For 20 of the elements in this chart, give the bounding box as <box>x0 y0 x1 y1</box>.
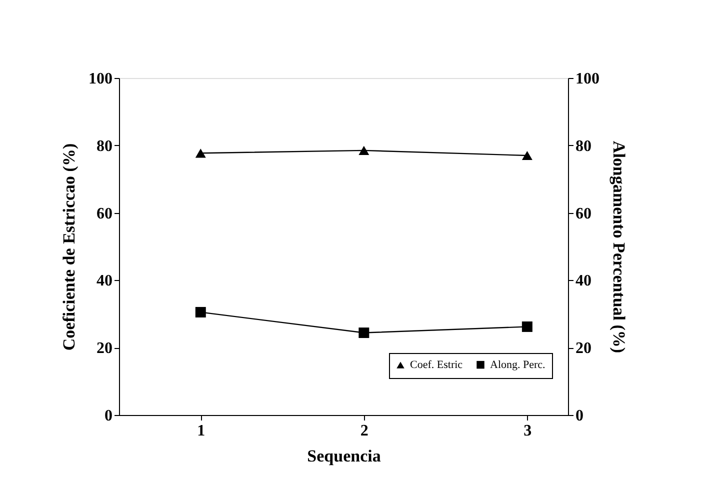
y-tick-label: 40 <box>96 272 112 290</box>
y2-tick-label: 40 <box>576 272 592 290</box>
y-tick-label: 80 <box>96 138 112 155</box>
y2-tick-label: 20 <box>576 340 592 358</box>
y-tick-label: 20 <box>96 340 112 358</box>
x-axis-title: Sequencia <box>307 446 382 466</box>
y-tick-label: 100 <box>88 70 112 88</box>
y2-tick-label: 0 <box>576 408 584 424</box>
y2-axis-title: Alongamento Percentual (%) <box>610 140 628 354</box>
x-tick-label: 2 <box>360 422 368 440</box>
x-tick-label: 1 <box>197 422 206 440</box>
legend-label: Along. Perc. <box>490 358 546 371</box>
x-tick-label: 3 <box>524 422 532 440</box>
y2-tick-label: 80 <box>576 138 592 155</box>
y-tick-label: 0 <box>104 408 112 424</box>
legend-label: Coef. Estric <box>410 359 463 372</box>
y2-tick-label: 100 <box>576 70 600 88</box>
y-tick-label: 60 <box>96 205 112 222</box>
y2-tick-label: 60 <box>576 205 592 222</box>
y-axis-title: Coeficiente de Estriccao (%) <box>60 143 78 351</box>
